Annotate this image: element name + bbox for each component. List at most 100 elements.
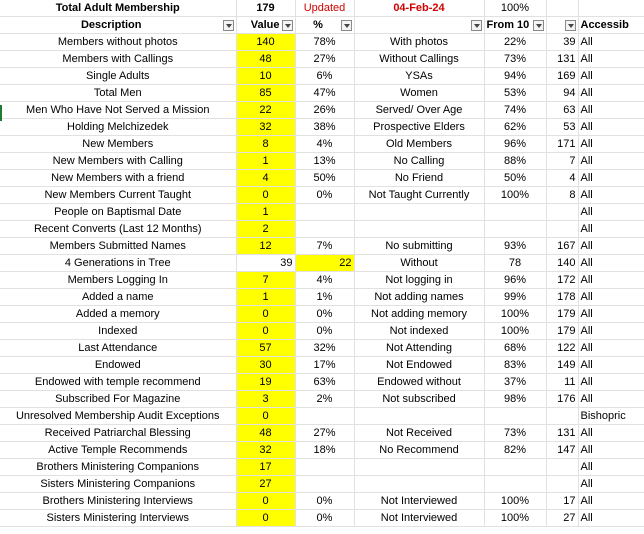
value-cell[interactable]: 0 [236,322,296,340]
description-cell[interactable]: Total Men [0,84,237,102]
percent-header[interactable]: % [295,16,355,34]
comparison-percent-cell[interactable]: 96% [484,135,547,153]
accessible-header[interactable]: Accessib [578,16,644,34]
comparison-count-cell[interactable]: 8 [546,186,579,204]
comparison-count-cell[interactable]: 27 [546,509,579,527]
access-cell[interactable]: All [578,475,644,493]
access-cell[interactable]: All [578,339,644,357]
description-cell[interactable]: 4 Generations in Tree [0,254,237,272]
comparison-count-cell[interactable]: 122 [546,339,579,357]
comparison-percent-cell[interactable]: 83% [484,356,547,374]
comparison-count-cell[interactable]: 4 [546,169,579,187]
access-cell[interactable]: All [578,288,644,306]
description-cell[interactable]: New Members with Calling [0,152,237,170]
updated-date-cell[interactable]: 04-Feb-24 [354,0,485,17]
percent-cell[interactable]: 63% [295,373,355,391]
comparison-percent-cell[interactable]: 99% [484,288,547,306]
percent-cell[interactable]: 7% [295,237,355,255]
comparison-count-cell[interactable]: 169 [546,67,579,85]
description-cell[interactable]: New Members Current Taught [0,186,237,204]
access-cell[interactable]: All [578,322,644,340]
comparison-cell[interactable]: No Friend [354,169,485,187]
comparison-count-cell[interactable] [546,407,579,425]
comparison-percent-cell[interactable] [484,203,547,221]
percent-cell[interactable]: 4% [295,271,355,289]
percent-cell[interactable]: 0% [295,305,355,323]
comparison-cell[interactable]: With photos [354,33,485,51]
access-cell[interactable]: All [578,271,644,289]
comparison-percent-cell[interactable]: 37% [484,373,547,391]
comparison-cell[interactable]: Not Endowed [354,356,485,374]
percent-cell[interactable] [295,220,355,238]
title-cell[interactable]: Total Adult Membership [0,0,237,17]
comparison-percent-cell[interactable]: 100% [484,492,547,510]
percent-cell[interactable]: 32% [295,339,355,357]
comparison-percent-cell[interactable]: 100% [484,509,547,527]
comparison-percent-cell[interactable]: 73% [484,424,547,442]
access-cell[interactable]: All [578,135,644,153]
comparison-cell[interactable]: Served/ Over Age [354,101,485,119]
access-cell[interactable]: All [578,458,644,476]
description-cell[interactable]: Endowed with temple recommend [0,373,237,391]
value-cell[interactable]: 32 [236,441,296,459]
description-cell[interactable]: Recent Converts (Last 12 Months) [0,220,237,238]
description-cell[interactable]: Brothers Ministering Interviews [0,492,237,510]
description-cell[interactable]: Single Adults [0,67,237,85]
percent-cell[interactable]: 26% [295,101,355,119]
access-cell[interactable]: All [578,509,644,527]
value-cell[interactable]: 140 [236,33,296,51]
value-cell[interactable]: 12 [236,237,296,255]
value-cell[interactable]: 8 [236,135,296,153]
comparison-count-cell[interactable]: 149 [546,356,579,374]
percent-cell[interactable]: 47% [295,84,355,102]
value-cell[interactable]: 4 [236,169,296,187]
comparison-percent-cell[interactable]: 50% [484,169,547,187]
description-cell[interactable]: Members Logging In [0,271,237,289]
description-cell[interactable]: Holding Melchizedek [0,118,237,136]
comparison-count-cell[interactable] [546,220,579,238]
value-cell[interactable]: 7 [236,271,296,289]
access-cell[interactable]: All [578,186,644,204]
description-cell[interactable]: Added a name [0,288,237,306]
percent-cell[interactable]: 18% [295,441,355,459]
comparison-cell[interactable]: Not Interviewed [354,509,485,527]
access-cell[interactable]: All [578,492,644,510]
comparison-cell[interactable]: Women [354,84,485,102]
percent-cell[interactable]: 13% [295,152,355,170]
value-cell[interactable]: 0 [236,407,296,425]
comparison-count-cell[interactable]: 39 [546,33,579,51]
comparison-percent-cell[interactable]: 68% [484,339,547,357]
filter-dropdown-icon[interactable] [222,19,234,31]
comparison-percent-cell[interactable]: 100% [484,322,547,340]
access-cell[interactable]: All [578,390,644,408]
access-cell[interactable]: All [578,152,644,170]
comparison-count-cell[interactable] [546,458,579,476]
comparison-cell[interactable]: Not indexed [354,322,485,340]
comparison-count-cell[interactable]: 147 [546,441,579,459]
comparison-count-cell[interactable]: 63 [546,101,579,119]
comparison-count-cell[interactable]: 140 [546,254,579,272]
access-cell[interactable]: All [578,441,644,459]
percent-cell[interactable]: 17% [295,356,355,374]
comparison-cell[interactable]: Not Taught Currently [354,186,485,204]
comparison-cell[interactable] [354,220,485,238]
comparison-percent-cell[interactable]: 94% [484,67,547,85]
percent-cell[interactable]: 4% [295,135,355,153]
access-cell[interactable]: All [578,237,644,255]
comparison-percent-cell[interactable] [484,220,547,238]
comparison-cell[interactable]: Not Interviewed [354,492,485,510]
comparison-percent-cell[interactable]: 88% [484,152,547,170]
comparison-count-cell[interactable]: 7 [546,152,579,170]
empty-cell[interactable] [578,0,644,17]
comparison-header[interactable] [354,16,485,34]
value-cell[interactable]: 19 [236,373,296,391]
value-cell[interactable]: 30 [236,356,296,374]
comparison-cell[interactable]: Not logging in [354,271,485,289]
percent-cell[interactable] [295,407,355,425]
comparison-count-cell[interactable]: 94 [546,84,579,102]
count-header[interactable] [546,16,579,34]
percent-cell[interactable]: 0% [295,509,355,527]
comparison-cell[interactable]: Not subscribed [354,390,485,408]
percent-cell[interactable]: 0% [295,492,355,510]
comparison-cell[interactable]: Prospective Elders [354,118,485,136]
